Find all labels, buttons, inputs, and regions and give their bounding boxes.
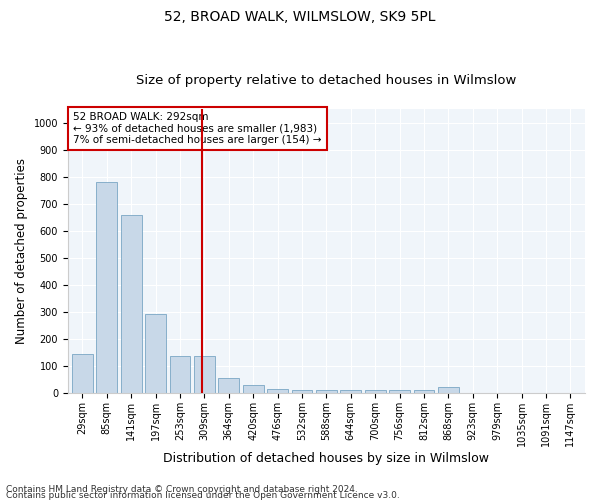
Bar <box>340 390 361 394</box>
Bar <box>413 390 434 394</box>
Text: 52 BROAD WALK: 292sqm
← 93% of detached houses are smaller (1,983)
7% of semi-de: 52 BROAD WALK: 292sqm ← 93% of detached … <box>73 112 322 145</box>
Bar <box>121 216 142 394</box>
Y-axis label: Number of detached properties: Number of detached properties <box>15 158 28 344</box>
Title: Size of property relative to detached houses in Wilmslow: Size of property relative to detached ho… <box>136 74 517 87</box>
Bar <box>267 388 288 394</box>
Bar <box>292 390 313 394</box>
Bar <box>243 385 263 394</box>
Bar <box>438 386 459 394</box>
Bar <box>97 182 117 394</box>
Bar <box>170 356 190 394</box>
Bar <box>365 390 386 394</box>
Bar <box>316 390 337 394</box>
Bar <box>389 390 410 394</box>
Bar <box>145 314 166 394</box>
X-axis label: Distribution of detached houses by size in Wilmslow: Distribution of detached houses by size … <box>163 452 490 465</box>
Text: Contains HM Land Registry data © Crown copyright and database right 2024.: Contains HM Land Registry data © Crown c… <box>6 484 358 494</box>
Bar <box>218 378 239 394</box>
Text: 52, BROAD WALK, WILMSLOW, SK9 5PL: 52, BROAD WALK, WILMSLOW, SK9 5PL <box>164 10 436 24</box>
Bar <box>72 354 93 394</box>
Text: Contains public sector information licensed under the Open Government Licence v3: Contains public sector information licen… <box>6 490 400 500</box>
Bar <box>194 356 215 394</box>
